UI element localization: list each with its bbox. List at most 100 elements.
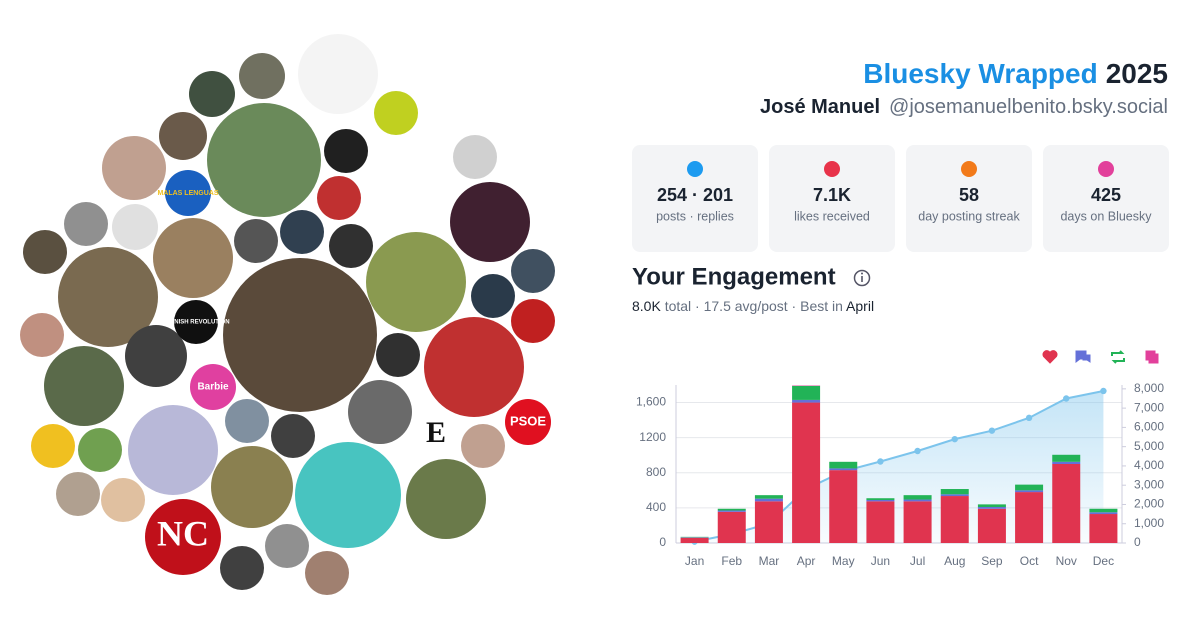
- avatar[interactable]: [295, 442, 401, 548]
- avatar-label: E: [426, 416, 446, 449]
- y2-tick-label: 7,000: [1134, 400, 1164, 414]
- y2-tick-label: 0: [1134, 535, 1141, 549]
- avatar[interactable]: [101, 478, 145, 522]
- avatar[interactable]: [20, 313, 64, 357]
- avatar[interactable]: [424, 317, 524, 417]
- bar-segment: [866, 498, 894, 500]
- avatar[interactable]: [450, 182, 530, 262]
- avatar[interactable]: [44, 346, 124, 426]
- bar-segment: [941, 489, 969, 494]
- avatar[interactable]: [471, 274, 515, 318]
- avatar[interactable]: [329, 224, 373, 268]
- avatar[interactable]: [324, 129, 368, 173]
- info-icon[interactable]: [855, 271, 870, 286]
- bar-segment: [978, 507, 1006, 509]
- user-line: José Manuel@josemanuelbenito.bsky.social: [760, 96, 1168, 118]
- avatar[interactable]: [511, 249, 555, 293]
- stat-label: posts · replies: [656, 209, 734, 223]
- legend-icon[interactable]: [1043, 351, 1057, 363]
- stat-label: day posting streak: [918, 209, 1020, 223]
- line-point: [952, 436, 958, 442]
- x-tick-label: Jun: [871, 554, 890, 568]
- avatar[interactable]: [211, 446, 293, 528]
- bar-segment: [755, 499, 783, 502]
- avatar[interactable]: [189, 71, 235, 117]
- line-point: [1026, 415, 1032, 421]
- stat-label: likes received: [794, 209, 870, 223]
- user-handle: @josemanuelbenito.bsky.social: [889, 96, 1168, 118]
- year: 2025: [1106, 58, 1168, 89]
- x-tick-label: Dec: [1093, 554, 1114, 568]
- avatar[interactable]: [64, 202, 108, 246]
- x-tick-label: Jul: [910, 554, 925, 568]
- y2-tick-label: 2,000: [1134, 497, 1164, 511]
- avatar[interactable]: [406, 459, 486, 539]
- avatar[interactable]: [31, 424, 75, 468]
- y2-tick-label: 8,000: [1134, 381, 1164, 395]
- bar-segment: [904, 501, 932, 543]
- bar-segment: [1052, 455, 1080, 462]
- avatar[interactable]: [153, 218, 233, 298]
- bar-segment: [755, 495, 783, 499]
- bar-segment: [755, 501, 783, 543]
- line-point: [877, 458, 883, 464]
- avatar[interactable]: [265, 524, 309, 568]
- avatar[interactable]: [128, 405, 218, 495]
- avatar[interactable]: [280, 210, 324, 254]
- x-tick-label: Apr: [797, 554, 816, 568]
- bar-segment: [792, 386, 820, 400]
- bar-segment: [681, 538, 709, 543]
- avatar[interactable]: [374, 91, 418, 135]
- summary-text: total · 17.5 avg/post · Best in: [665, 298, 843, 314]
- avatar[interactable]: [239, 53, 285, 99]
- avatar[interactable]: [234, 219, 278, 263]
- legend-icon[interactable]: [1146, 351, 1158, 363]
- line-point: [1063, 395, 1069, 401]
- avatar[interactable]: [102, 136, 166, 200]
- avatar[interactable]: [298, 34, 378, 114]
- stat-value: 58: [959, 185, 979, 205]
- avatar[interactable]: [271, 414, 315, 458]
- avatar[interactable]: [223, 258, 377, 412]
- avatar[interactable]: [305, 551, 349, 595]
- avatar[interactable]: [317, 176, 361, 220]
- x-tick-label: Aug: [944, 554, 965, 568]
- avatar[interactable]: [23, 230, 67, 274]
- avatar[interactable]: [461, 424, 505, 468]
- summary-best: April: [846, 298, 874, 314]
- stat-value: 7.1K: [813, 185, 851, 205]
- y2-tick-label: 1,000: [1134, 516, 1164, 530]
- x-tick-label: Feb: [721, 554, 742, 568]
- bar-segment: [978, 504, 1006, 507]
- bar-segment: [941, 496, 969, 543]
- avatar[interactable]: [453, 135, 497, 179]
- avatar[interactable]: [220, 546, 264, 590]
- avatar[interactable]: [78, 428, 122, 472]
- bar-segment: [718, 512, 746, 543]
- y2-tick-label: 6,000: [1134, 420, 1164, 434]
- avatar[interactable]: [207, 103, 321, 217]
- legend-icon[interactable]: [1112, 351, 1124, 363]
- legend-icon[interactable]: [1076, 351, 1090, 362]
- bar-segment: [866, 501, 894, 543]
- bar-segment: [829, 468, 857, 470]
- x-tick-label: Oct: [1020, 554, 1039, 568]
- avatar[interactable]: [56, 472, 100, 516]
- summary: 8.0K total · 17.5 avg/post · Best in Apr…: [632, 298, 874, 314]
- avatar[interactable]: [112, 204, 158, 250]
- avatar[interactable]: [376, 333, 420, 377]
- bar-segment: [1052, 464, 1080, 543]
- avatar[interactable]: [366, 232, 466, 332]
- avatar[interactable]: [159, 112, 207, 160]
- line-point: [914, 448, 920, 454]
- x-tick-label: Jan: [685, 554, 704, 568]
- avatar[interactable]: [348, 380, 412, 444]
- avatar[interactable]: [125, 325, 187, 387]
- avatar[interactable]: [225, 399, 269, 443]
- engagement-chart: 040080012001,60001,0002,0003,0004,0005,0…: [636, 381, 1164, 568]
- bar-segment: [792, 403, 820, 543]
- avatar[interactable]: [511, 299, 555, 343]
